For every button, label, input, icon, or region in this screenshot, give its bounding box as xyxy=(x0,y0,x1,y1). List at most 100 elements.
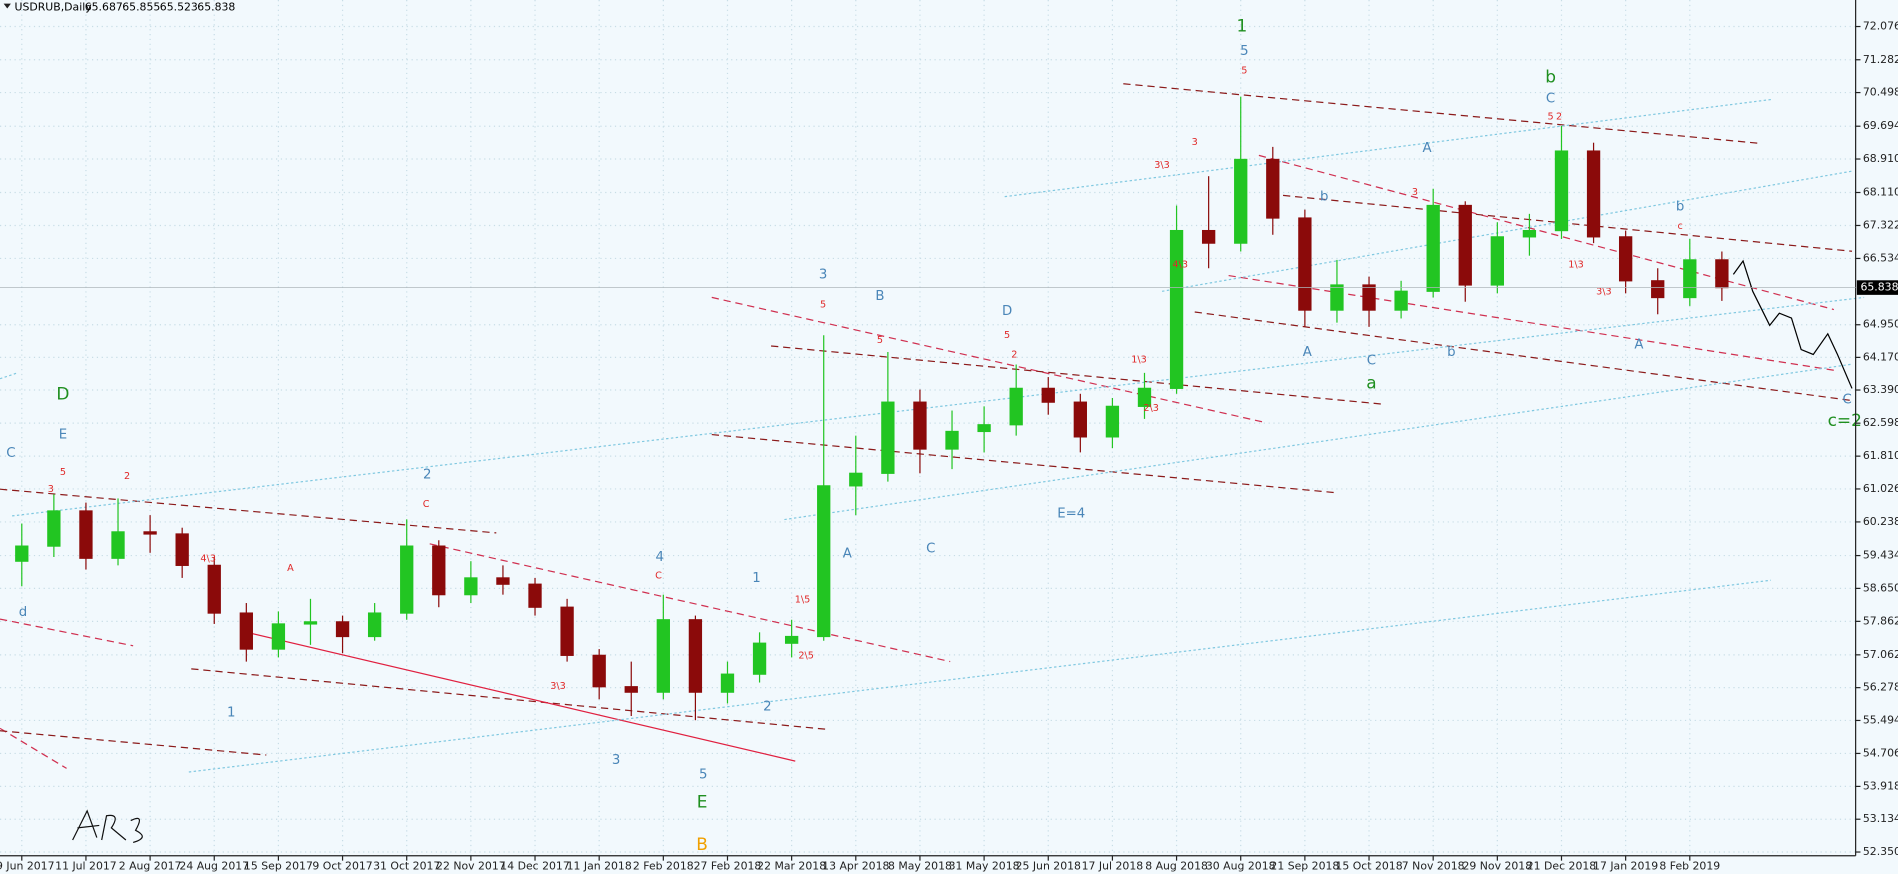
y-tick-label: 62.598 xyxy=(1863,416,1898,429)
wave-label: 2 xyxy=(423,468,431,483)
wave-label: 1 xyxy=(227,706,235,721)
wave-label: b xyxy=(1320,190,1328,205)
wave-label: 3\3 xyxy=(1154,160,1170,171)
candle-body xyxy=(1169,229,1184,389)
header-close: 65.838 xyxy=(197,0,235,13)
forecast-path xyxy=(1732,259,1853,389)
candle-body xyxy=(1041,387,1055,403)
y-tick-label: 71.282 xyxy=(1863,53,1898,66)
y-tick-label: 57.862 xyxy=(1863,614,1898,627)
wave-label: C xyxy=(1546,91,1555,106)
candle-body xyxy=(1426,204,1440,292)
wave-label: 4\3 xyxy=(200,553,216,564)
y-tick-label: 68.910 xyxy=(1863,152,1898,165)
trend-line xyxy=(241,630,796,762)
trend-line xyxy=(0,372,19,380)
wave-label: 1 xyxy=(752,571,760,586)
candle-body xyxy=(111,531,125,559)
trend-line xyxy=(429,543,951,663)
x-tick-label: 15 Sep 2017 xyxy=(244,860,313,873)
candle-body xyxy=(1137,387,1152,407)
wave-label: 3 xyxy=(819,267,827,282)
candle-body xyxy=(656,619,670,693)
candle-body xyxy=(1330,284,1344,311)
candle-body xyxy=(1490,236,1504,286)
candle-body xyxy=(913,401,927,450)
candle-body xyxy=(271,623,286,650)
candle-body xyxy=(1105,405,1120,438)
wave-label: C xyxy=(1367,354,1376,369)
wave-label: b xyxy=(1545,68,1556,88)
y-tick-label: 63.390 xyxy=(1863,383,1898,396)
y-tick-label: 67.322 xyxy=(1863,218,1898,231)
candle-body xyxy=(624,686,638,693)
wave-label: 2\5 xyxy=(798,650,814,661)
trend-line xyxy=(711,296,1266,424)
candle-body xyxy=(1458,204,1472,286)
y-tick-label: 59.434 xyxy=(1863,549,1898,562)
trend-line xyxy=(1228,274,1834,371)
wave-label: b xyxy=(1676,199,1684,214)
wave-label: 1\5 xyxy=(795,595,811,606)
y-tick-label: 66.534 xyxy=(1863,251,1898,264)
x-tick-label: 17 Jan 2019 xyxy=(1593,860,1658,873)
wave-label: 1\3 xyxy=(1568,260,1584,271)
y-tick-label: 57.062 xyxy=(1863,648,1898,661)
wave-label: C xyxy=(423,499,430,510)
candle-body xyxy=(1618,236,1633,282)
x-tick-label: 24 Aug 2017 xyxy=(179,860,249,873)
candle-body xyxy=(1009,387,1023,426)
wave-label: 3\3 xyxy=(550,681,566,692)
trend-line xyxy=(0,730,267,756)
wave-label: A xyxy=(1303,345,1312,360)
candle-body xyxy=(1201,229,1216,244)
candle-body xyxy=(528,583,542,608)
menu-icon xyxy=(3,3,11,9)
x-tick-label: 31 Oct 2017 xyxy=(373,860,440,873)
candle-body xyxy=(367,612,382,638)
candle-body xyxy=(1522,229,1537,238)
x-tick-label: 7 Nov 2018 xyxy=(1402,860,1465,873)
axes: 72.076 71.282 70.498 69.694 68.910 68.110 67.3… xyxy=(0,20,1898,873)
wave-label: D xyxy=(1002,304,1012,319)
candle-body xyxy=(817,485,831,638)
wave-label: a xyxy=(1366,374,1376,394)
wave-label: 2 xyxy=(1556,112,1562,123)
wave-label: A xyxy=(287,563,294,574)
wave-label: 2\3 xyxy=(1143,403,1159,414)
candle-body xyxy=(560,606,574,656)
candle-body xyxy=(335,621,350,638)
trend-line xyxy=(191,668,830,731)
chart-title: USDRUB,Daily xyxy=(15,0,93,13)
wave-label: 3 xyxy=(48,484,54,495)
wave-label: 5 xyxy=(820,300,826,311)
wave-label: A xyxy=(843,547,852,562)
candle-body xyxy=(464,577,478,596)
candle-body xyxy=(1554,150,1569,232)
wave-label: 2 xyxy=(124,471,130,482)
candle-body xyxy=(945,430,959,450)
candle-body xyxy=(784,635,799,644)
x-tick-label: 9 Oct 2017 xyxy=(312,860,372,873)
wave-label: C xyxy=(6,446,15,461)
y-tick-label: 55.494 xyxy=(1863,713,1898,726)
y-tick-label: 54.706 xyxy=(1863,746,1898,759)
x-tick-label: 11 Jan 2018 xyxy=(567,860,632,873)
grid xyxy=(0,0,1856,856)
x-tick-label: 22 Mar 2018 xyxy=(757,860,826,873)
wave-label: 4\3 xyxy=(1172,260,1188,271)
candle-body xyxy=(849,472,863,487)
trend-line xyxy=(784,363,1853,521)
wave-label: 3 xyxy=(612,753,620,768)
x-tick-label: 8 Feb 2019 xyxy=(1659,860,1720,873)
candle-body xyxy=(496,577,510,585)
x-tick-label: 19 Jun 2017 xyxy=(0,860,54,873)
candle-body xyxy=(47,510,61,547)
x-tick-label: 27 Feb 2018 xyxy=(694,860,762,873)
y-tick-label: 72.076 xyxy=(1863,20,1898,33)
wave-label: 1\3 xyxy=(1131,354,1147,365)
wave-label: d xyxy=(19,605,27,620)
x-tick-label: 29 Nov 2018 xyxy=(1463,860,1533,873)
candle-body xyxy=(1715,259,1729,289)
wave-label: C xyxy=(655,570,662,581)
